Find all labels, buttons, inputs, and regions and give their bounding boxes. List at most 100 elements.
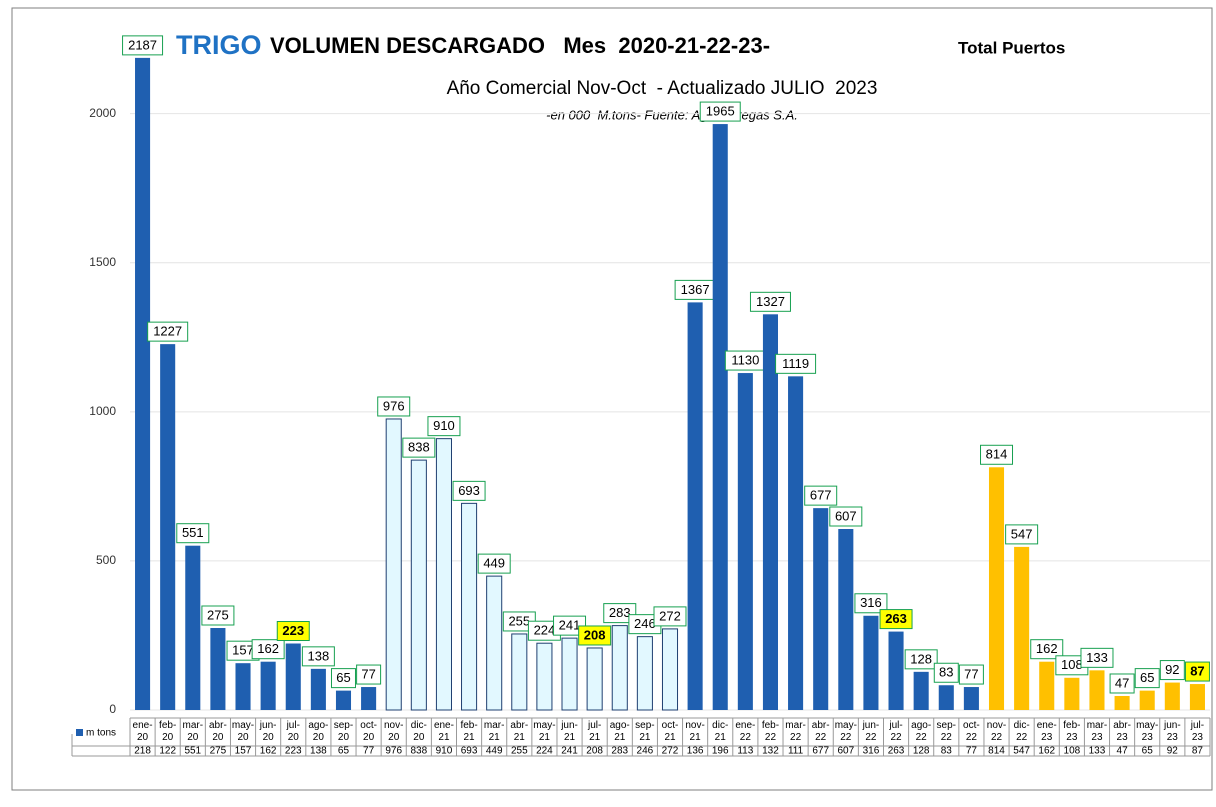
table-value: 138 [310, 746, 327, 757]
bar [511, 633, 528, 711]
x-tick-label-line: 20 [137, 732, 149, 743]
data-label-box [578, 625, 612, 646]
x-tick-label: mar-20 [183, 720, 204, 743]
x-tick-label: mar-21 [484, 720, 505, 743]
data-label-box [330, 668, 356, 689]
data-label-box [804, 485, 838, 506]
data-label-box [933, 662, 959, 683]
bar [561, 637, 578, 711]
data-label: 246 [634, 616, 656, 631]
data-label: 275 [207, 607, 229, 622]
x-tick-label-line: 23 [1066, 732, 1078, 743]
x-tick-label: may-21 [533, 720, 555, 743]
x-tick-label-line: feb- [762, 720, 779, 731]
x-tick-label-line: 20 [363, 732, 375, 743]
data-label-box [1030, 639, 1064, 660]
table-value: 241 [561, 746, 578, 757]
bar [838, 529, 854, 710]
x-tick-label-line: 21 [438, 732, 450, 743]
data-label-box [958, 664, 984, 685]
table-value: 607 [837, 746, 854, 757]
x-tick-label-line: 23 [1192, 732, 1204, 743]
data-label-box [1184, 661, 1210, 682]
table-value: 224 [536, 746, 553, 757]
data-label-box [1005, 524, 1039, 545]
x-tick-label-line: 23 [1167, 732, 1179, 743]
data-label: 316 [860, 595, 882, 610]
data-label: 2187 [128, 37, 157, 52]
x-tick-label-line: jul- [587, 720, 601, 731]
x-tick-label-line: 20 [313, 732, 325, 743]
y-tick-label: 500 [96, 553, 116, 567]
table-value: 108 [1064, 746, 1081, 757]
x-tick-label-line: nov- [987, 720, 1006, 731]
y-tick-label: 0 [109, 702, 116, 716]
x-tick-label: nov-20 [384, 720, 403, 743]
bar [863, 615, 879, 710]
data-label: 272 [659, 608, 681, 623]
table-value: 814 [988, 746, 1005, 757]
table-value: 87 [1192, 746, 1204, 757]
table-value: 208 [586, 746, 603, 757]
table-value: 693 [461, 746, 478, 757]
x-tick-label-line: oct- [963, 720, 980, 731]
data-label-box [402, 437, 436, 458]
x-tick-label-line: abr- [812, 720, 830, 731]
data-label-box [147, 321, 189, 342]
data-label: 241 [559, 618, 581, 633]
x-tick-label-line: 23 [1142, 732, 1154, 743]
data-label: 1130 [731, 352, 759, 367]
x-tick-label-line: ago- [911, 720, 931, 731]
x-tick-label-line: 21 [539, 732, 551, 743]
table-value: 255 [511, 746, 528, 757]
bar [310, 668, 326, 710]
bar [361, 687, 377, 710]
table-value: 910 [436, 746, 453, 757]
bar [160, 344, 176, 710]
x-tick-label-line: mar- [785, 720, 806, 731]
x-tick-label: ago-22 [911, 720, 931, 743]
x-tick-label: sep-22 [937, 720, 956, 743]
data-label: 133 [1086, 650, 1108, 665]
table-value: 77 [363, 746, 375, 757]
x-tick-label: abr-21 [510, 720, 528, 743]
x-tick-label-line: abr- [510, 720, 528, 731]
bar [461, 502, 478, 711]
x-tick-label-line: jun- [862, 720, 880, 731]
table-value: 196 [712, 746, 729, 757]
x-tick-label: feb-20 [159, 720, 176, 743]
x-tick-label-line: 20 [413, 732, 425, 743]
x-tick-label-line: oct- [662, 720, 679, 731]
x-tick-label-line: 23 [1041, 732, 1053, 743]
x-tick-label-line: dic- [712, 720, 728, 731]
x-tick-label-line: 22 [941, 732, 953, 743]
bar [1089, 670, 1105, 710]
x-tick-label-line: may- [1136, 720, 1158, 731]
data-label: 607 [835, 508, 857, 523]
data-label-box [477, 553, 511, 574]
x-tick-label: jul-20 [286, 720, 300, 743]
bar [435, 438, 452, 711]
data-label-box [276, 621, 310, 642]
x-tick-label-line: 20 [237, 732, 249, 743]
data-label: 263 [885, 611, 907, 626]
bar [963, 687, 979, 710]
x-tick-label-line: jul- [888, 720, 902, 731]
x-tick-label: ene-21 [434, 720, 454, 743]
bar [536, 642, 553, 711]
chart-title-suffix: Total Puertos [958, 38, 1065, 57]
x-tick-label: oct-22 [963, 720, 980, 743]
table-value: 263 [888, 746, 905, 757]
x-tick-label-line: jun- [1163, 720, 1181, 731]
bar [938, 685, 954, 710]
x-tick-label-line: 21 [589, 732, 601, 743]
x-tick-label: ene-22 [735, 720, 755, 743]
x-tick-label: sep-21 [635, 720, 654, 743]
bar [1139, 690, 1155, 710]
table-value: 547 [1013, 746, 1030, 757]
data-label: 449 [483, 556, 505, 571]
x-tick-label-line: 20 [212, 732, 224, 743]
table-value: 47 [1117, 746, 1129, 757]
data-label: 162 [257, 641, 279, 656]
x-tick-label: jun-20 [259, 720, 277, 743]
